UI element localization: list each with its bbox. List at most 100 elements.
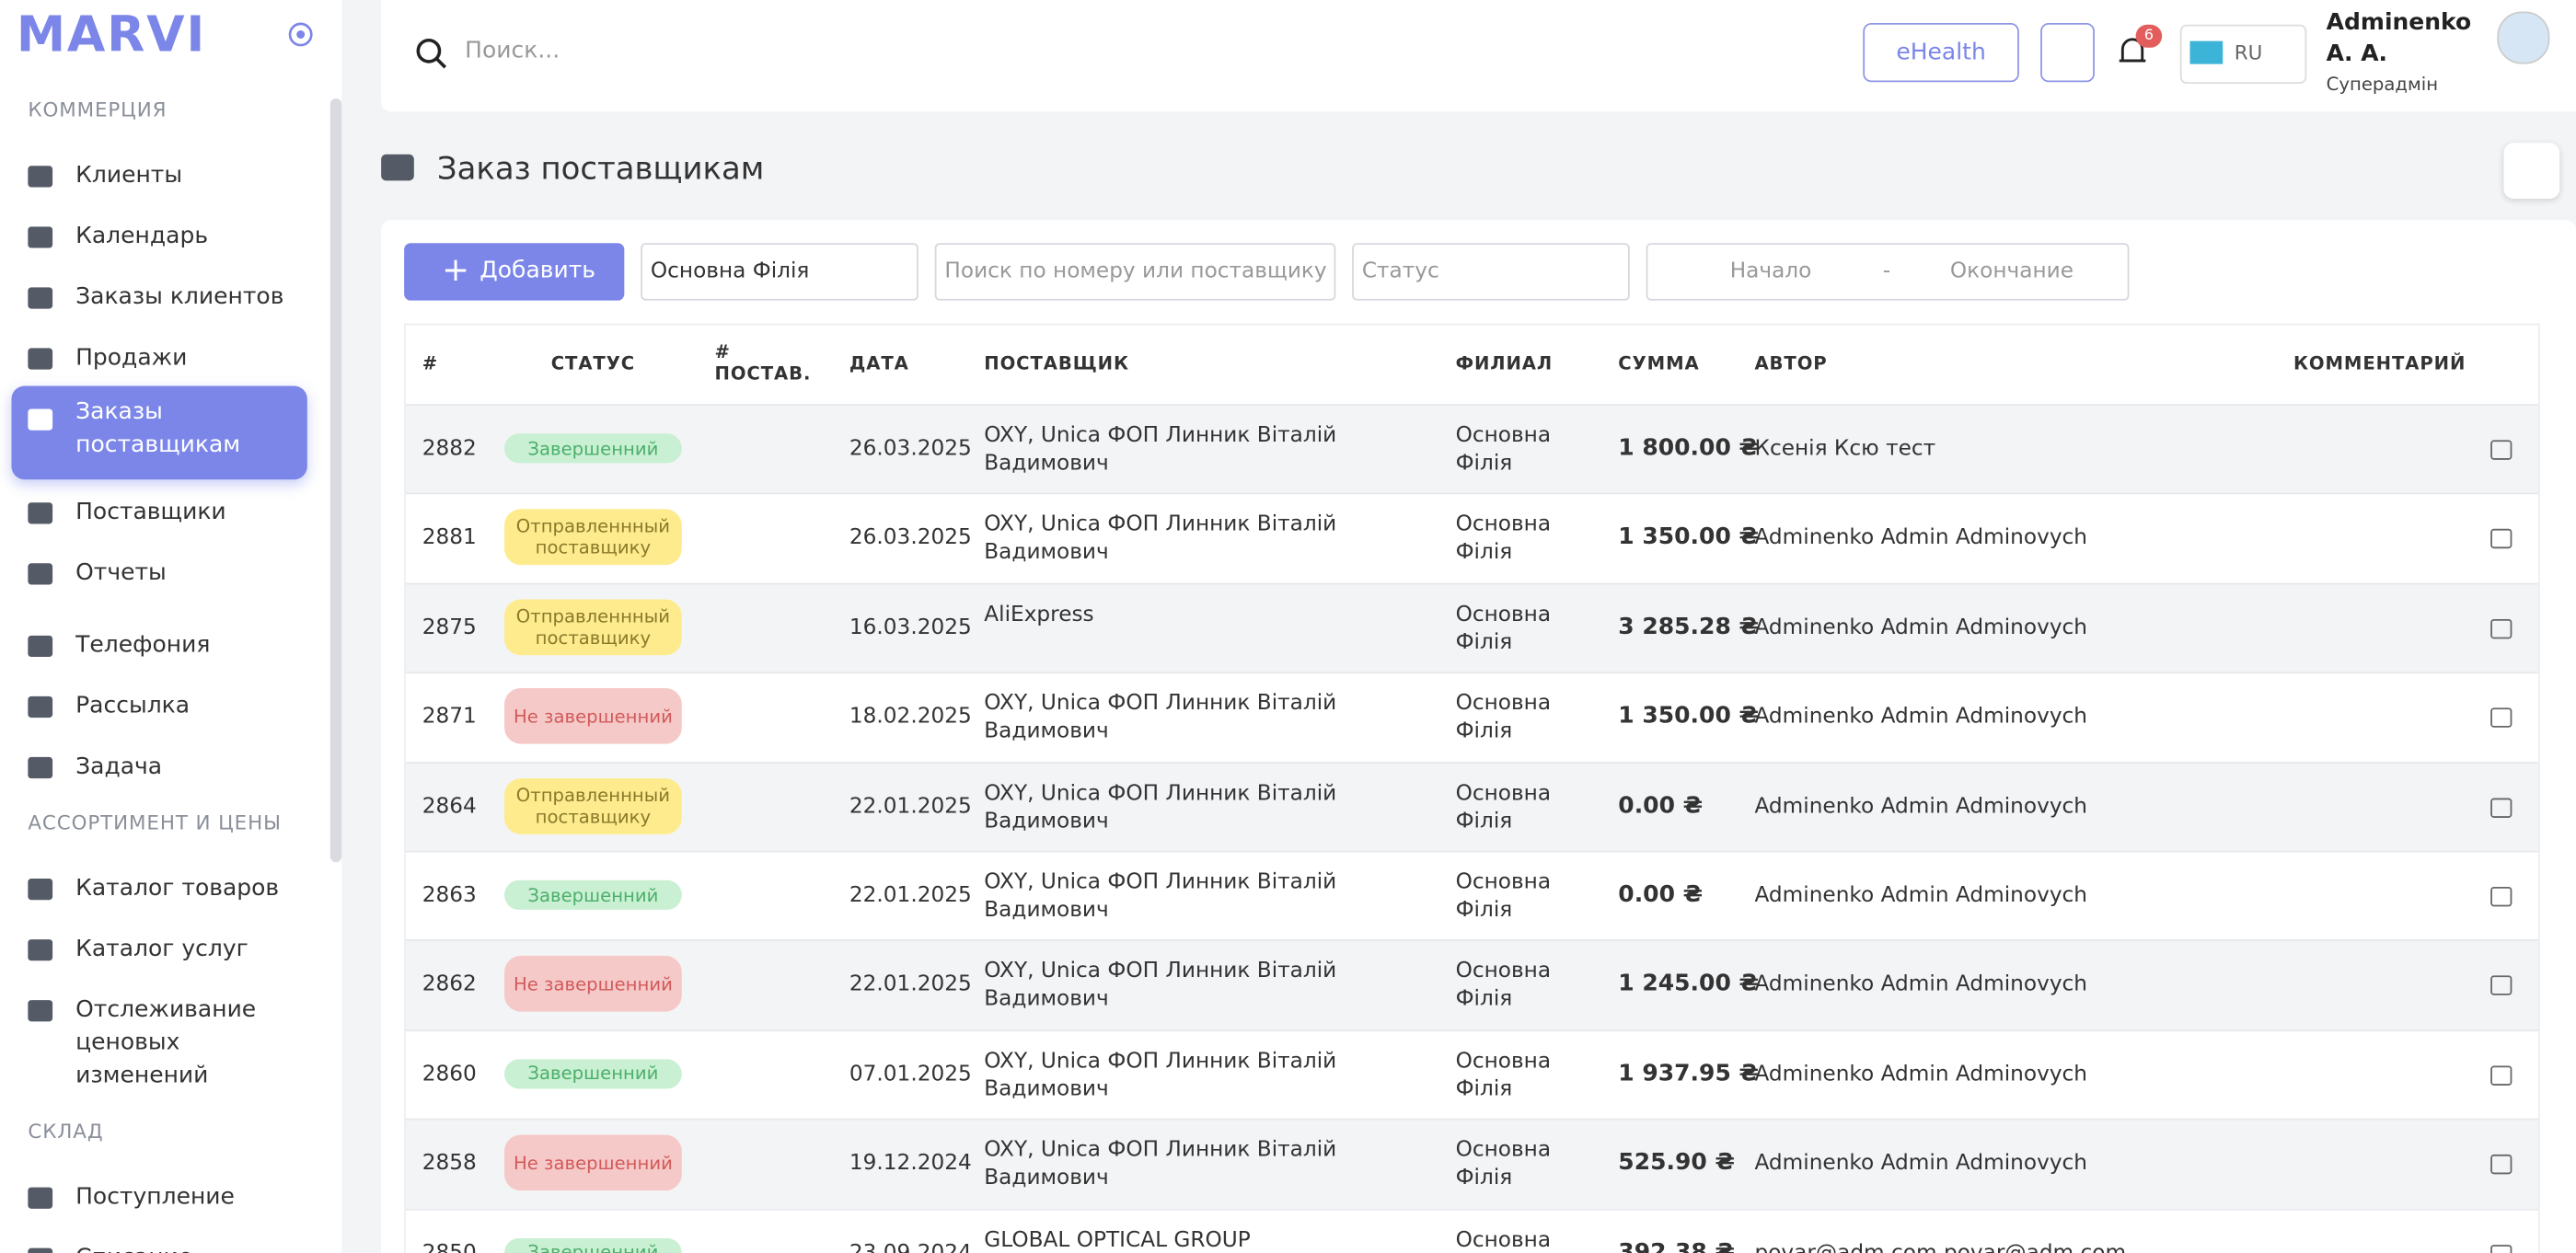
status-badge: Завершенний [504,1237,682,1253]
scale-button[interactable] [2040,22,2095,83]
table-row[interactable]: 2862 Не завершенний 22.01.2025 OXY, Unica Ф… [405,939,2538,1031]
author: Adminenko Admin Adminovych [1754,705,2088,730]
print-icon[interactable] [2490,1244,2512,1253]
date: 22.01.2025 [849,972,972,998]
menu-item[interactable]: Поступление [75,1184,235,1211]
column-header: ДАТА [849,352,909,374]
print-icon[interactable] [2490,1155,2512,1175]
order-id: 2860 [422,1062,477,1087]
date: 22.01.2025 [849,794,972,820]
menu-icon [28,166,53,188]
table-row[interactable]: 2864 Отправленнный поставщику 22.01.2025 OX… [405,761,2538,853]
column-header: # [422,352,439,374]
order-id: 2882 [422,436,477,462]
page-icon [381,154,414,181]
search-input[interactable]: Поиск... [465,38,560,64]
menu-item[interactable]: Каталог товаров [75,875,280,902]
section-title: АССОРТИМЕНТ И ЦЕНЫ [28,810,282,834]
menu-item[interactable]: Списание [75,1242,306,1253]
author: Adminenko Admin Adminovych [1754,794,2088,820]
logo: MARVI [16,6,207,64]
menu-icon [28,1247,53,1253]
author: povar@adm.com povar@adm.com [1754,1239,2126,1253]
menu-item[interactable]: Задача [75,753,163,780]
avatar[interactable] [2497,11,2550,64]
sum: 0.00 ₴ [1618,881,1704,909]
print-icon[interactable] [2490,797,2512,818]
settings-icon[interactable] [287,21,314,48]
date: 23.09.2024 [849,1239,972,1253]
table-row[interactable]: 2858 Не завершенний 19.12.2024 OXY, Unica Ф… [405,1118,2538,1210]
column-header: АВТОР [1754,352,1828,374]
author: Adminenko Admin Adminovych [1754,972,2088,998]
status-select[interactable]: Статус [1352,243,1630,301]
menu-item[interactable]: Продажи [75,344,188,372]
date-start: Начало [1729,259,1812,284]
author: Adminenko Admin Adminovych [1754,1151,2088,1177]
print-icon[interactable] [2490,440,2512,460]
user-role: Суперадмін [2326,74,2439,96]
db-button[interactable] [2503,143,2560,199]
order-id: 2863 [422,883,477,909]
plus-icon: + [442,249,470,290]
table-row[interactable]: 2871 Не завершенний 18.02.2025 OXY, Unica Ф… [405,672,2538,764]
print-icon[interactable] [2490,618,2512,639]
sum: 3 285.28 ₴ [1618,614,1760,640]
menu-icon [28,408,53,431]
menu-item[interactable]: Каталог услуг [75,936,248,963]
table-row[interactable]: 2882 Завершенний 26.03.2025 OXY, Unica ФОП … [405,404,2538,496]
status-badge: Отправленнный поставщику [504,777,682,834]
branch: Основна Філія [1455,512,1552,566]
menu-item[interactable]: Отчеты [75,559,167,587]
menu-item[interactable]: Клиенты [75,162,183,190]
menu-item[interactable]: Заказы поставщикам [75,398,241,459]
print-icon[interactable] [2490,1065,2512,1086]
print-icon[interactable] [2490,529,2512,549]
branch-select[interactable]: Основна Філія [641,243,918,301]
menu-icon [28,348,53,370]
header: Поиск... eHealth 6 RU Adminenko А. А. Су… [381,0,2576,112]
table-row[interactable]: 2881 Отправленнный поставщику 26.03.2025 OX… [405,493,2538,585]
order-id: 2858 [422,1151,477,1177]
table-row[interactable]: 2860 Завершенний 07.01.2025 OXY, Unica ФОП … [405,1029,2538,1121]
menu-item[interactable]: Календарь [75,223,209,250]
print-icon[interactable] [2490,976,2512,996]
supplier: OXY, Unica ФОП Линник Віталій Вадимович [984,1138,1337,1191]
date: 16.03.2025 [849,615,972,640]
menu-item[interactable]: Заказы клиентов [75,283,284,311]
menu-item[interactable]: Отслеживание ценовых изменений [75,996,257,1089]
scrollbar[interactable] [329,98,342,863]
flag [2189,40,2224,64]
user-name: Adminenko А. А. [2326,9,2472,68]
print-icon[interactable] [2490,707,2512,729]
status-badge: Отправленнный поставщику [504,510,682,566]
supplier: OXY, Unica ФОП Линник Віталій Вадимович [984,960,1337,1013]
column-header: СТАТУС [550,352,636,374]
menu-item[interactable]: Поставщики [75,499,226,526]
print-icon[interactable] [2490,886,2512,907]
menu-icon [28,1000,53,1022]
bell-icon[interactable] [2118,36,2147,69]
table-row[interactable]: 2875 Отправленнный поставщику 16.03.2025 Al… [405,582,2538,674]
language-select[interactable]: RU [2179,24,2307,85]
sum: 1 245.00 ₴ [1618,971,1760,998]
add-button[interactable]: Добавить [404,243,625,301]
date-range[interactable]: Начало - Окончание [1646,243,2130,301]
date: 07.01.2025 [849,1062,972,1087]
supplier: GLOBAL OPTICAL GROUP [984,1227,1251,1253]
order-id: 2881 [422,525,477,551]
active-item-bg[interactable] [11,385,307,480]
table-row[interactable]: 2850 Завершенний 23.09.2024 GLOBAL OPTICAL … [405,1208,2538,1253]
table-row[interactable]: 2863 Завершенний 22.01.2025 OXY, Unica ФОП … [405,850,2538,942]
branch: Основна Філія [1455,960,1552,1013]
menu-icon [28,939,53,961]
menu-item[interactable]: Рассылка [75,693,191,719]
search-field[interactable]: Поиск по номеру или поставщику [934,243,1336,301]
date: 22.01.2025 [849,883,972,909]
sum: 1 800.00 ₴ [1618,435,1760,462]
menu-item[interactable]: Телефония [75,632,211,659]
table-card: Добавить + Основна Філія Поиск по номеру… [381,220,2576,1253]
order-id: 2875 [422,615,477,640]
ehealth-button[interactable]: eHealth [1863,22,2019,83]
